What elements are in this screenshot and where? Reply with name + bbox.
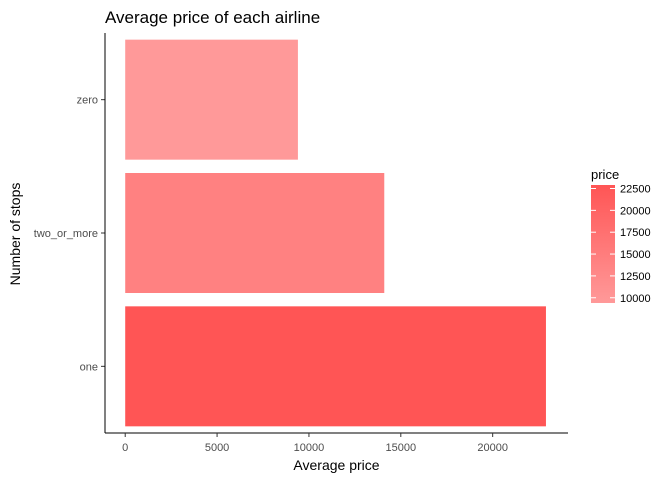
legend-ticks-group: 10000 12500 15000 17500 20000 22500 xyxy=(591,183,651,305)
bars-group xyxy=(125,39,546,427)
legend-label-17500: 17500 xyxy=(620,227,651,239)
legend-label-22500: 22500 xyxy=(620,183,651,195)
x-axis-title: Average price xyxy=(293,457,379,473)
chart-title: Average price of each airline xyxy=(105,8,320,27)
x-tick-label-15000: 15000 xyxy=(386,442,417,454)
x-tick-label-5000: 5000 xyxy=(205,442,229,454)
x-tick-label-20000: 20000 xyxy=(477,442,508,454)
bar-one xyxy=(125,306,546,427)
axes-group: one two_or_more zero 0 5000 10000 15000 20000 xyxy=(34,33,568,454)
x-tick-label-10000: 10000 xyxy=(294,442,325,454)
x-tick-label-0: 0 xyxy=(122,442,128,454)
legend-label-12500: 12500 xyxy=(620,271,651,283)
legend-label-20000: 20000 xyxy=(620,205,651,217)
y-tick-label-zero: zero xyxy=(77,95,98,107)
bar-zero xyxy=(125,39,298,160)
legend-label-15000: 15000 xyxy=(620,249,651,261)
legend-label-10000: 10000 xyxy=(620,293,651,305)
legend-color-bar xyxy=(591,185,615,303)
y-axis-title: Number of stops xyxy=(7,183,23,286)
bar-two_or_more xyxy=(125,173,385,293)
legend-title: price xyxy=(591,167,619,182)
y-tick-label-two_or_more: two_or_more xyxy=(34,228,98,240)
y-tick-label-one: one xyxy=(80,361,98,373)
